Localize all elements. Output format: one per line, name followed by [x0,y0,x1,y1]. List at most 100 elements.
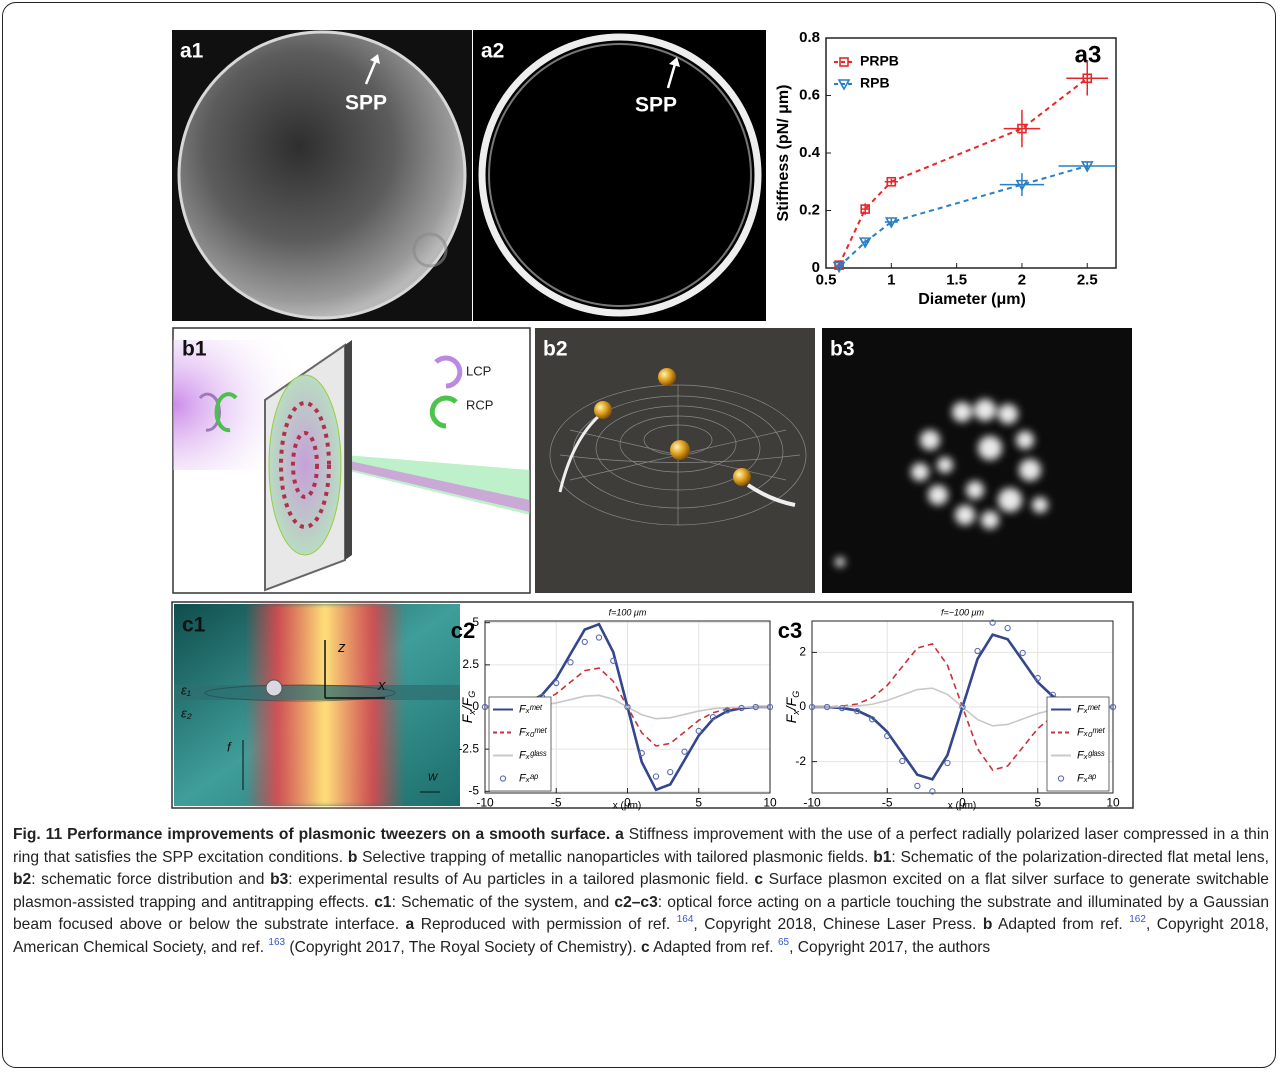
caption-text: a [405,916,415,934]
marker [914,782,921,790]
caption-text: (Copyright 2017, The Royal Society of Ch… [285,938,641,956]
legend-label: RPB [860,75,890,91]
x-tick-label: 0.5 [816,272,837,289]
legend-label: Fₓᵃᵖ [1077,772,1097,784]
marker [858,237,872,249]
y-tick-label: -2.5 [458,741,479,755]
y-axis-label-part: Stiffness (pN/ μm) [775,85,792,222]
y-tick-label: -2 [795,754,806,768]
legend-label: PRPB [860,53,899,69]
marker [481,703,489,711]
marker [709,713,717,721]
marker [1015,179,1029,192]
legend: Fₓᵐᵉᵗ Fₓ₀ᵐᵉᵗ Fₓᵍˡᵃˢˢ Fₓᵃᵖ [488,696,552,792]
focus-beam [345,460,530,512]
image-bg [535,328,815,593]
rcp-arrow [214,392,238,433]
y-axis-label-part: /F [783,696,799,711]
y-axis-label-part: x [467,710,477,716]
marker [553,679,560,687]
x-tick-label: -10 [803,795,821,809]
path-arrow [746,483,796,507]
panel-b3: b3 [822,328,1132,593]
ring [478,33,762,317]
lens-ring [291,431,319,499]
caption-text: b3 [270,871,289,889]
annotation: SPP [345,92,387,115]
caption-text: : experimental results of Au particles i… [288,871,755,889]
caption-text: c1 [374,893,392,911]
y-tick-label: 2.5 [462,657,479,671]
marker [752,703,759,711]
legend-label: Fₓᵐᵉᵗ [1077,703,1101,715]
y-axis-label-part: F [783,713,799,723]
medium-label: ε₁ [181,682,191,697]
y-axis-label: Fx/FG [783,691,802,724]
panel-label: c3 [778,618,802,643]
x-tick-label: 5 [695,795,702,809]
marker [581,638,588,646]
legend-box [488,696,552,792]
path-arrow [558,413,601,493]
marker [766,703,774,711]
panel-b2: b2 [535,328,815,593]
series-line [838,164,1088,268]
caption-text: c [641,938,650,956]
substrate-surface [174,685,460,700]
marker [724,707,731,714]
y-axis-label-part: G [791,691,801,698]
caption-text: Adapted from ref. [992,916,1130,934]
caption-text: a [615,826,624,843]
caption-text: Surface plasmon excited on a flat silver… [13,871,1269,911]
marker [884,732,891,740]
legend-box [1046,696,1110,792]
marker [567,659,574,666]
caption-text: c [754,871,764,889]
lcp-icon [434,355,463,389]
marker [929,788,936,795]
particle [733,468,751,486]
marker [860,204,870,214]
rcp-icon [429,395,458,429]
caption-text: Selective trapping of metallic nanoparti… [357,848,874,866]
x-axis-label: x (μm) [948,801,977,812]
panel-a1: a1 SPP [172,30,472,321]
gaussian-beam [245,604,405,806]
chart-title: f=−100 μm [941,607,984,617]
particle [658,368,676,386]
x-tick-label: -10 [476,795,494,809]
marker [944,759,951,767]
marker [667,768,674,776]
marker [823,703,831,711]
caption-text: Reproduced with permission of ref. [414,916,677,934]
x-tick-label: 10 [1106,795,1120,809]
caption-text: : Schematic of the polarization-directed… [891,848,1269,866]
marker [1019,649,1026,657]
arrow [364,59,378,85]
y-tick-label: 0.6 [799,86,820,103]
ripples [204,684,396,702]
marker [1082,73,1093,84]
reference: 163 [268,936,286,948]
marker [499,775,507,782]
x-tick-label: 1.5 [946,272,967,289]
y-axis-label-part: F [459,713,475,723]
legend-label: Fₓᵐᵉᵗ [519,703,543,715]
x-tick-label: 0 [959,795,966,809]
marker [624,703,631,711]
marker [808,703,816,711]
mark-label: f [227,739,232,754]
y-axis-label-part: G [467,691,477,698]
marker [595,634,603,641]
x-tick-label: 2 [1018,272,1026,289]
x-tick-label: 1 [887,272,895,289]
y-axis-label-part: /F [459,696,475,711]
caption: Fig. 11 Performance improvements of plas… [13,824,1269,960]
lens-ring [279,401,331,529]
caption-text: , Copyright 2017, the authors [789,938,991,956]
